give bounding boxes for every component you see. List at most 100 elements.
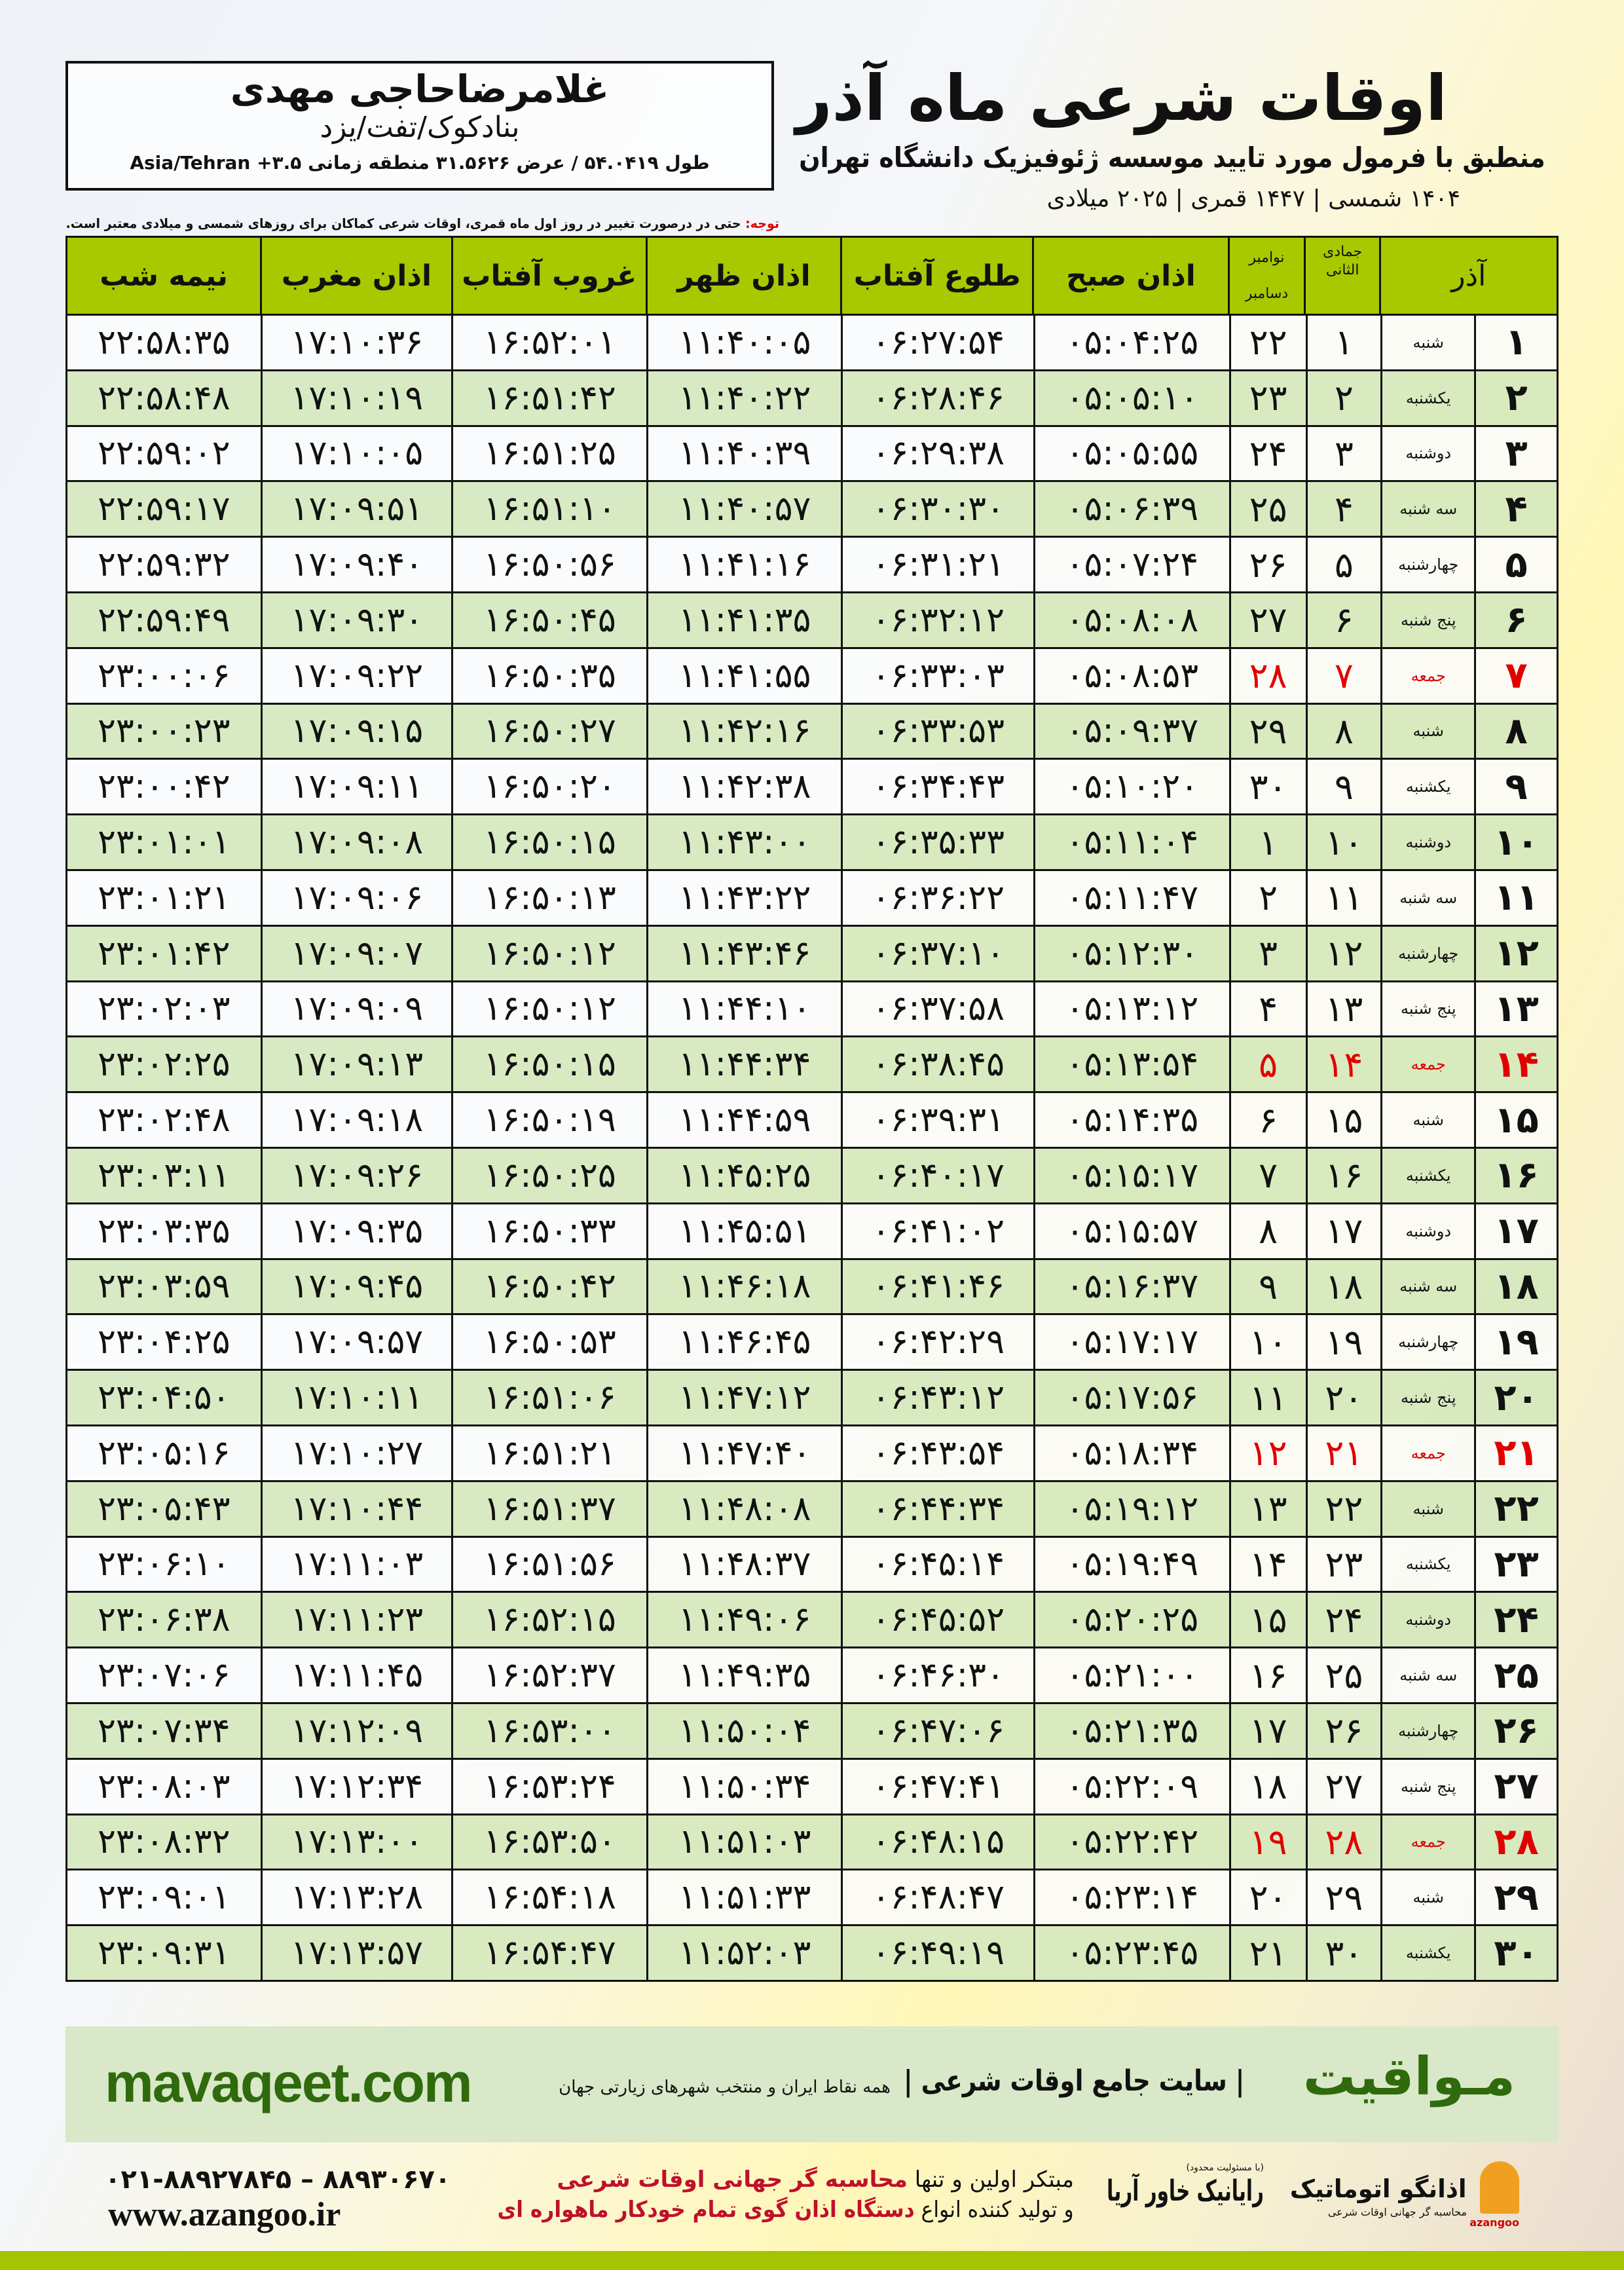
cell-weekday: جمعه	[1382, 1426, 1477, 1480]
cell-dhuhr: ۱۱:۴۲:۳۸	[648, 760, 843, 814]
cell-sunset: ۱۶:۵۰:۳۵	[453, 648, 648, 703]
cell-hijri-day: ۲	[1308, 371, 1383, 425]
col-midnight: نیمه شب	[67, 238, 263, 314]
year-line: ۱۴۰۴ شمسی | ۱۴۴۷ قمری | ۲۰۲۵ میلادی	[1046, 185, 1460, 212]
col-month: آذر	[1451, 259, 1486, 293]
cell-hijri-day: ۱۸	[1308, 1259, 1383, 1314]
cell-sunset: ۱۶:۵۱:۵۶	[453, 1537, 648, 1591]
cell-weekday: شنبه	[1382, 704, 1477, 758]
cell-gregorian-day: ۲۴	[1231, 426, 1308, 481]
cell-midnight: ۲۳:۰۶:۱۰	[67, 1537, 263, 1591]
col-sunset: غروب آفتاب	[453, 238, 648, 314]
cell-gregorian-day: ۱۴	[1231, 1537, 1308, 1591]
cell-maghrib: ۱۷:۱۱:۴۵	[263, 1648, 454, 1702]
cell-maghrib: ۱۷:۱۲:۰۹	[263, 1703, 454, 1758]
cell-fajr: ۰۵:۲۰:۲۵	[1035, 1593, 1231, 1647]
cell-fajr: ۰۵:۱۳:۱۲	[1035, 982, 1231, 1036]
cell-hijri-day: ۲۴	[1308, 1593, 1383, 1647]
cell-gregorian-day: ۱۷	[1231, 1703, 1308, 1758]
page-title: اوقات شرعی ماه آذر	[796, 62, 1447, 135]
cell-sunrise: ۰۶:۴۸:۴۷	[843, 1870, 1036, 1925]
cell-weekday: یکشنبه	[1382, 371, 1477, 425]
azangoo-website[interactable]: www.azangoo.ir	[108, 2196, 341, 2233]
cell-sunrise: ۰۶:۳۹:۳۱	[843, 1093, 1036, 1147]
cell-sunset: ۱۶:۵۱:۲۵	[453, 426, 648, 481]
cell-gregorian-day: ۲۸	[1231, 648, 1308, 703]
cell-weekday: چهارشنبه	[1382, 538, 1477, 591]
cell-dhuhr: ۱۱:۴۳:۲۲	[648, 870, 843, 925]
promo-2a: و تولید کننده انواع	[915, 2197, 1074, 2223]
cell-sunrise: ۰۶:۴۴:۳۴	[843, 1481, 1036, 1536]
cell-sunrise: ۰۶:۴۱:۴۶	[843, 1259, 1036, 1314]
cell-gregorian-day: ۲۶	[1231, 538, 1308, 591]
cell-gregorian-day: ۶	[1231, 1093, 1308, 1147]
page-subtitle-line: منطبق با فرمول مورد تایید موسسه ژئوفیزیک…	[799, 140, 1545, 176]
cell-midnight: ۲۳:۰۹:۰۱	[67, 1870, 263, 1925]
rayanik-name: رایانیک خاور آریا	[1107, 2174, 1264, 2208]
promo-text: مبتکر اولین و تنها محاسبه گر جهانی اوقات…	[498, 2165, 1074, 2225]
rayanik-small: (با مسئولیت محدود)	[1186, 2163, 1264, 2173]
cell-midnight: ۲۲:۵۸:۳۵	[67, 316, 263, 369]
cell-midnight: ۲۳:۰۳:۳۵	[67, 1204, 263, 1258]
table-header: نیمه شب اذان مغرب غروب آفتاب اذان ظهر طل…	[65, 236, 1559, 316]
cell-sunset: ۱۶:۵۰:۱۲	[453, 926, 648, 980]
cell-fajr: ۰۵:۰۶:۳۹	[1035, 482, 1231, 536]
cell-hijri-day: ۹	[1308, 760, 1383, 814]
cell-hijri-day: ۲۱	[1308, 1426, 1383, 1480]
cell-day: ۱۷	[1476, 1204, 1559, 1258]
cell-sunrise: ۰۶:۳۰:۳۰	[843, 482, 1036, 536]
table-row: ۲۳:۰۲:۰۳ ۱۷:۰۹:۰۹ ۱۶:۵۰:۱۲ ۱۱:۴۴:۱۰ ۰۶:۳۷:۵۸…	[67, 982, 1559, 1038]
cell-day: ۳	[1476, 426, 1559, 481]
rayanik-name-box: رایانیک خاور آریا	[1107, 2174, 1264, 2208]
cell-gregorian-day: ۲۵	[1231, 482, 1308, 536]
table-row: ۲۳:۰۷:۰۶ ۱۷:۱۱:۴۵ ۱۶:۵۲:۳۷ ۱۱:۴۹:۳۵ ۰۶:۴۶:۳۰…	[67, 1648, 1559, 1704]
table-row: ۲۳:۰۹:۳۱ ۱۷:۱۳:۵۷ ۱۶:۵۴:۴۷ ۱۱:۵۲:۰۳ ۰۶:۴۹:۱۹…	[67, 1926, 1559, 1982]
cell-fajr: ۰۵:۱۱:۴۷	[1035, 870, 1231, 925]
cell-dhuhr: ۱۱:۴۹:۳۵	[648, 1648, 843, 1702]
cell-day: ۱۵	[1476, 1093, 1559, 1147]
table-row: ۲۲:۵۹:۳۲ ۱۷:۰۹:۴۰ ۱۶:۵۰:۵۶ ۱۱:۴۱:۱۶ ۰۶:۳۱:۲۱…	[67, 538, 1559, 593]
cell-sunset: ۱۶:۵۰:۱۵	[453, 815, 648, 869]
cell-day: ۴	[1476, 482, 1559, 536]
cell-maghrib: ۱۷:۱۰:۱۹	[263, 371, 454, 425]
cell-day: ۱۴	[1476, 1037, 1559, 1092]
cell-fajr: ۰۵:۱۲:۳۰	[1035, 926, 1231, 980]
cell-sunrise: ۰۶:۳۴:۴۳	[843, 760, 1036, 814]
cell-gregorian-day: ۳	[1231, 926, 1308, 980]
cell-hijri-day: ۱۲	[1308, 926, 1383, 980]
cell-sunrise: ۰۶:۳۸:۴۵	[843, 1037, 1036, 1092]
table-row: ۲۲:۵۸:۳۵ ۱۷:۱۰:۳۶ ۱۶:۵۲:۰۱ ۱۱:۴۰:۰۵ ۰۶:۲۷:۵۴…	[67, 316, 1559, 371]
cell-dhuhr: ۱۱:۴۸:۳۷	[648, 1537, 843, 1591]
cell-midnight: ۲۳:۰۰:۰۶	[67, 648, 263, 703]
cell-dhuhr: ۱۱:۵۱:۳۳	[648, 1870, 843, 1925]
cell-maghrib: ۱۷:۰۹:۵۱	[263, 482, 454, 536]
cell-day: ۲۹	[1476, 1870, 1559, 1925]
cell-fajr: ۰۵:۱۹:۴۹	[1035, 1537, 1231, 1591]
mavaqeet-site[interactable]: mavaqeet.com	[105, 2052, 473, 2113]
cell-day: ۲۵	[1476, 1648, 1559, 1702]
cell-weekday: پنج شنبه	[1382, 1759, 1477, 1814]
cell-hijri-day: ۱۰	[1308, 815, 1383, 869]
cell-weekday: دوشنبه	[1382, 1593, 1477, 1647]
cell-fajr: ۰۵:۲۲:۴۲	[1035, 1815, 1231, 1869]
cell-maghrib: ۱۷:۰۹:۵۷	[263, 1315, 454, 1369]
cell-weekday: جمعه	[1382, 648, 1477, 703]
table-row: ۲۲:۵۹:۴۹ ۱۷:۰۹:۳۰ ۱۶:۵۰:۴۵ ۱۱:۴۱:۳۵ ۰۶:۳۲:۱۲…	[67, 593, 1559, 649]
cell-hijri-day: ۳	[1308, 426, 1383, 481]
cell-fajr: ۰۵:۰۵:۵۵	[1035, 426, 1231, 481]
cell-dhuhr: ۱۱:۴۵:۲۵	[648, 1148, 843, 1202]
cell-gregorian-day: ۲۱	[1231, 1926, 1308, 1980]
cell-sunrise: ۰۶:۳۲:۱۲	[843, 593, 1036, 647]
cell-midnight: ۲۳:۰۲:۲۵	[67, 1037, 263, 1092]
cell-sunrise: ۰۶:۳۱:۲۱	[843, 538, 1036, 591]
cell-midnight: ۲۲:۵۹:۱۷	[67, 482, 263, 536]
cell-gregorian-day: ۲۲	[1231, 316, 1308, 369]
cell-maghrib: ۱۷:۱۳:۲۸	[263, 1870, 454, 1925]
cell-dhuhr: ۱۱:۴۰:۵۷	[648, 482, 843, 536]
cell-day: ۶	[1476, 593, 1559, 647]
cell-dhuhr: ۱۱:۴۴:۳۴	[648, 1037, 843, 1092]
cell-fajr: ۰۵:۰۹:۳۷	[1035, 704, 1231, 758]
cell-fajr: ۰۵:۱۴:۳۵	[1035, 1093, 1231, 1147]
cell-sunrise: ۰۶:۳۳:۰۳	[843, 648, 1036, 703]
cell-sunrise: ۰۶:۳۶:۲۲	[843, 870, 1036, 925]
